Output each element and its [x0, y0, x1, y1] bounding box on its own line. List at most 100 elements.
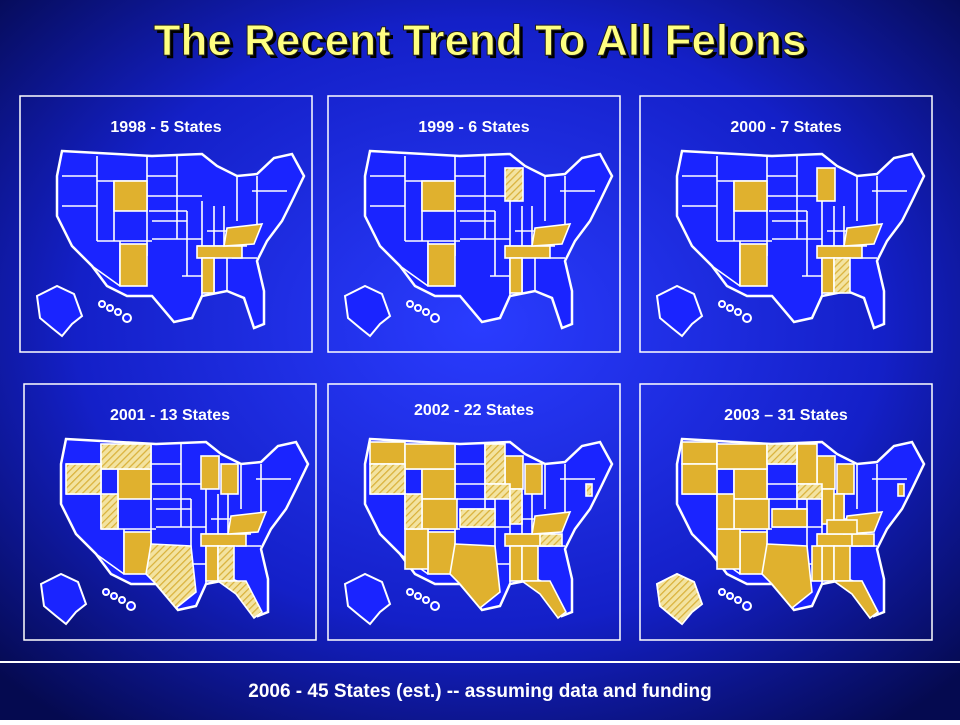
- state-al: [821, 545, 835, 582]
- state-il: [821, 488, 835, 525]
- state-wy: [733, 468, 768, 500]
- state-al: [821, 257, 835, 294]
- state-va: [531, 511, 572, 535]
- state-tn: [196, 245, 243, 259]
- state-al: [205, 545, 219, 582]
- state-ut: [404, 493, 423, 530]
- state-mt: [100, 443, 152, 470]
- state-wi: [200, 455, 220, 490]
- panel-frame: [23, 383, 317, 641]
- state-ut: [100, 493, 119, 530]
- state-in: [833, 493, 845, 523]
- state-mi: [524, 463, 543, 495]
- state-or: [369, 463, 406, 495]
- us-base: [35, 149, 306, 338]
- state-ks: [459, 508, 496, 528]
- us-base: [343, 149, 614, 338]
- state-az: [716, 528, 741, 570]
- us-map: [343, 437, 614, 626]
- map-panel: 1999 - 6 States: [327, 95, 621, 353]
- state-mn: [484, 443, 506, 485]
- state-nd: [766, 443, 798, 465]
- panel-label: 2001 - 13 States: [110, 407, 230, 424]
- state-mt: [404, 443, 456, 470]
- map-panel: 2001 - 13 States: [23, 383, 317, 641]
- state-al: [509, 257, 523, 294]
- map-panel: 1998 - 5 States: [19, 95, 313, 353]
- state-nj: [897, 483, 905, 497]
- panel-frame: [327, 383, 621, 641]
- state-va: [227, 511, 268, 535]
- state-ga: [833, 257, 851, 294]
- state-al: [201, 257, 215, 294]
- state-tn: [200, 533, 247, 547]
- state-mn: [796, 443, 818, 485]
- state-wa: [681, 441, 718, 465]
- state-tn: [504, 245, 551, 259]
- us-map: [655, 149, 926, 338]
- state-or: [65, 463, 102, 495]
- state-ks: [771, 508, 808, 528]
- state-sc: [851, 533, 875, 547]
- state-fl: [215, 580, 264, 620]
- state-wy: [117, 468, 152, 500]
- us-map: [343, 149, 614, 338]
- state-ia: [796, 483, 823, 500]
- us-base: [655, 149, 926, 338]
- panel-label: 2002 - 22 States: [414, 402, 534, 419]
- state-va: [223, 223, 264, 247]
- state-tx: [761, 543, 813, 610]
- state-ut: [716, 493, 735, 530]
- title: The Recent Trend To All Felons: [154, 16, 807, 65]
- footer: 2006 - 45 States (est.) -- assuming data…: [248, 681, 712, 702]
- state-or: [681, 463, 718, 495]
- map-panel: 2000 - 7 States: [639, 95, 933, 353]
- map-panel: 2002 - 22 States: [327, 383, 621, 641]
- state-fl: [831, 580, 880, 620]
- state-va: [531, 223, 572, 247]
- state-nj: [585, 483, 593, 497]
- panel-frame: [639, 95, 933, 353]
- panel-frame: [327, 95, 621, 353]
- state-nm: [119, 243, 148, 287]
- map-panel: 2003 – 31 States: [639, 383, 933, 641]
- state-wy: [421, 468, 456, 500]
- state-az: [404, 528, 429, 570]
- state-wy: [113, 180, 148, 212]
- state-fl: [519, 580, 568, 620]
- panel-label: 1999 - 6 States: [418, 119, 529, 136]
- state-wi: [504, 167, 524, 202]
- panel-label: 2003 – 31 States: [724, 407, 848, 424]
- panel-label: 2000 - 7 States: [730, 119, 841, 136]
- state-co: [733, 498, 770, 530]
- panel-frame: [639, 383, 933, 641]
- state-al: [509, 545, 523, 582]
- state-mi: [220, 463, 239, 495]
- state-il: [509, 488, 523, 525]
- state-tn: [816, 245, 863, 259]
- state-tx: [449, 543, 501, 610]
- title-shadow: The Recent Trend To All Felons: [157, 19, 810, 68]
- state-ky: [826, 519, 858, 535]
- state-wa: [369, 441, 406, 465]
- state-ms: [811, 545, 823, 582]
- state-ga: [833, 545, 851, 582]
- state-nm: [427, 243, 456, 287]
- state-wy: [733, 180, 768, 212]
- state-ga: [521, 545, 539, 582]
- state-wi: [816, 167, 836, 202]
- us-map: [39, 437, 310, 626]
- state-ia: [484, 483, 511, 500]
- us-map: [655, 437, 926, 626]
- state-wy: [421, 180, 456, 212]
- state-co: [421, 498, 458, 530]
- state-va: [843, 223, 884, 247]
- state-sc: [539, 533, 563, 547]
- state-tx: [145, 543, 197, 610]
- state-ga: [217, 545, 235, 582]
- state-mt: [716, 443, 768, 470]
- panel-frame: [19, 95, 313, 353]
